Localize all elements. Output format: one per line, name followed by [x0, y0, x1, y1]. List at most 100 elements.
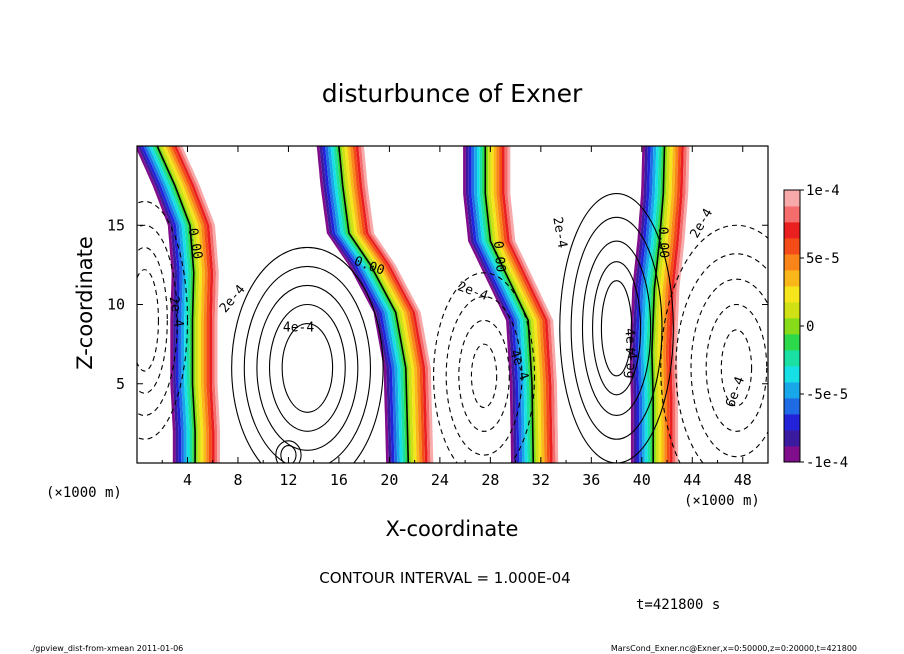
colorbar-cell — [784, 206, 800, 223]
shade-band — [646, 146, 662, 463]
y-axis-label: Z-coordinate — [73, 236, 97, 370]
y-axis-ticks: 5 10 15 — [107, 216, 768, 393]
shade-band — [654, 146, 671, 463]
contour-label: 2e-4 — [217, 282, 249, 316]
colorbar-cell — [784, 286, 800, 303]
positive-contour — [280, 445, 297, 463]
negative-contour — [705, 303, 768, 432]
x-tick-label: 8 — [233, 471, 242, 489]
shade-band — [629, 146, 646, 463]
contour-label: 0.00 — [490, 240, 508, 273]
negative-contour — [660, 224, 768, 463]
shade-band — [643, 146, 659, 463]
colorbar-cell — [784, 430, 800, 447]
colorbar-cell — [784, 446, 800, 463]
shade-band — [632, 146, 648, 463]
colorbar-cell — [784, 366, 800, 383]
x-tick-label: 20 — [380, 471, 398, 489]
positive-contour — [268, 303, 346, 432]
time-label: t=421800 s — [636, 597, 720, 613]
x-tick-label: 4 — [183, 471, 192, 489]
zero-contour-line — [338, 146, 410, 463]
x-tick-label: 16 — [330, 471, 348, 489]
negative-contour — [137, 224, 178, 416]
colorbar-label: -5e-5 — [806, 387, 848, 403]
colorbar-label: 0 — [806, 319, 814, 335]
colorbar-cell — [784, 318, 800, 335]
positive-contour — [581, 240, 652, 416]
colorbar-cell — [784, 350, 800, 367]
negative-contour — [720, 329, 753, 407]
zero-contour-line — [156, 146, 196, 463]
y-tick-label: 10 — [107, 296, 125, 314]
positive-contour — [281, 322, 334, 413]
x-tick-label: 12 — [279, 471, 297, 489]
negative-contour — [675, 253, 768, 463]
footer-right: MarsCond_Exner.nc@Exner,x=0:50000,z=0:20… — [611, 644, 857, 653]
negative-contour — [458, 319, 510, 432]
x-unit-label: (×1000 m) — [684, 493, 760, 509]
x-tick-label: 40 — [633, 471, 651, 489]
negative-contour — [137, 200, 189, 440]
x-tick-label: 48 — [734, 471, 752, 489]
shade-band — [651, 146, 668, 463]
negative-contour — [137, 269, 159, 372]
contour-label: 6e-4 — [723, 375, 748, 410]
colorbar-cell — [784, 334, 800, 351]
shade-band — [674, 146, 690, 463]
negative-contour — [433, 272, 536, 463]
positive-contour — [592, 261, 642, 396]
contour-label: 2e-4 — [549, 216, 569, 250]
positive-contour — [243, 265, 372, 463]
x-axis-label: X-coordinate — [386, 517, 519, 541]
shade-band — [640, 146, 657, 463]
shade-band — [665, 146, 682, 463]
colorbar-label: 1e-4 — [806, 183, 840, 199]
x-tick-label: 28 — [481, 471, 499, 489]
y-tick-label: 5 — [116, 375, 125, 393]
shade-band — [638, 146, 654, 463]
negative-contour — [470, 343, 498, 409]
positive-contour — [600, 280, 633, 377]
contour-interval-text: CONTOUR INTERVAL = 1.000E-04 — [319, 569, 570, 587]
x-tick-label: 24 — [431, 471, 449, 489]
shade-band — [657, 146, 673, 463]
contour-label: 4e-4 — [621, 328, 639, 361]
positive-contour — [570, 216, 663, 440]
colorbar-cell — [784, 238, 800, 255]
contour-label: 0.00 — [185, 227, 205, 260]
colorbar-cell — [784, 270, 800, 287]
shade-band — [671, 146, 687, 463]
contour-label: 0.00 — [655, 227, 671, 259]
shade-band — [668, 146, 684, 463]
shade-band — [635, 146, 651, 463]
colorbar-cell — [784, 414, 800, 431]
x-tick-label: 32 — [532, 471, 550, 489]
positive-contour — [231, 246, 384, 463]
shade-band — [660, 146, 676, 463]
colorbar-cell — [784, 254, 800, 271]
colorbar-labels: 1e-4 5e-5 0 -5e-5 -1e-4 — [800, 183, 848, 471]
contour-label: 2e-4 — [688, 206, 717, 241]
colorbar-label: 5e-5 — [806, 251, 840, 267]
colorbar — [783, 189, 801, 463]
positive-contours — [231, 193, 674, 463]
positive-contour — [559, 193, 674, 463]
y-unit-label: (×1000 m) — [46, 485, 122, 501]
colorbar-cell — [784, 302, 800, 319]
zero-contour-line — [651, 146, 666, 463]
colorbar-label: -1e-4 — [806, 455, 848, 471]
x-axis-ticks: 4 8 12 16 20 24 28 32 36 40 44 48 — [161, 146, 752, 489]
colorbar-cell — [784, 398, 800, 415]
footer-left: ./gpview_dist-from-xmean 2011-01-06 — [30, 644, 183, 653]
negative-contour — [137, 246, 168, 394]
shade-band — [663, 146, 679, 463]
colorbar-cell — [784, 190, 800, 207]
positive-contour — [275, 440, 302, 463]
zero-contour-line — [484, 146, 535, 463]
negative-contour — [445, 296, 523, 456]
negative-contours — [137, 200, 768, 463]
contour-label: 4e-4 — [283, 320, 314, 335]
chart-title: disturbunce of Exner — [322, 79, 583, 108]
